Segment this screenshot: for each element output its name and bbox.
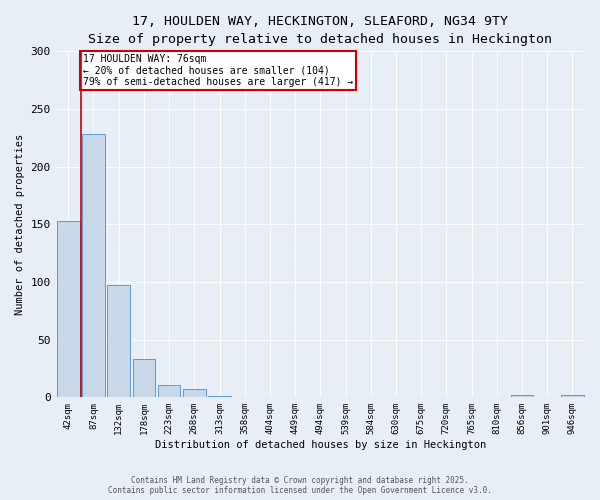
Bar	[133, 360, 155, 398]
Bar	[158, 384, 181, 398]
Bar	[57, 221, 80, 398]
Bar	[82, 134, 105, 398]
Y-axis label: Number of detached properties: Number of detached properties	[15, 134, 25, 315]
Title: 17, HOULDEN WAY, HECKINGTON, SLEAFORD, NG34 9TY
Size of property relative to det: 17, HOULDEN WAY, HECKINGTON, SLEAFORD, N…	[88, 15, 553, 46]
Text: 17 HOULDEN WAY: 76sqm
← 20% of detached houses are smaller (104)
79% of semi-det: 17 HOULDEN WAY: 76sqm ← 20% of detached …	[83, 54, 353, 87]
Bar	[511, 395, 533, 398]
Text: Contains HM Land Registry data © Crown copyright and database right 2025.
Contai: Contains HM Land Registry data © Crown c…	[108, 476, 492, 495]
Bar	[561, 395, 584, 398]
Bar	[208, 396, 231, 398]
Bar	[107, 286, 130, 398]
X-axis label: Distribution of detached houses by size in Heckington: Distribution of detached houses by size …	[155, 440, 486, 450]
Bar	[183, 390, 206, 398]
